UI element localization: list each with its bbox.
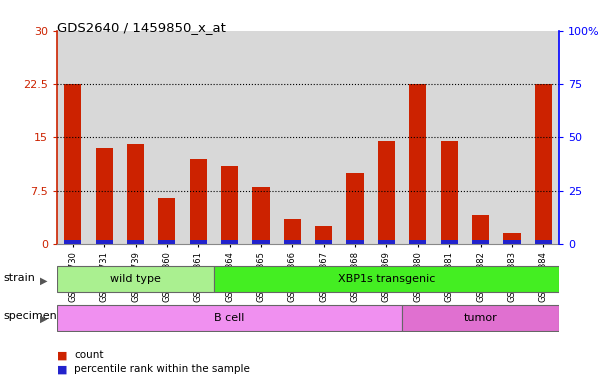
Text: XBP1s transgenic: XBP1s transgenic: [338, 274, 435, 285]
Bar: [472, 215, 489, 244]
Bar: [441, 240, 458, 244]
Bar: [535, 240, 552, 244]
Bar: [433, 31, 465, 244]
Text: count: count: [74, 350, 103, 360]
Bar: [221, 240, 238, 244]
Bar: [402, 31, 433, 244]
Text: B cell: B cell: [215, 313, 245, 323]
Text: ▶: ▶: [40, 276, 47, 286]
Bar: [57, 305, 402, 331]
Bar: [127, 240, 144, 244]
Bar: [88, 31, 120, 244]
Bar: [308, 31, 340, 244]
Bar: [402, 305, 559, 331]
Text: wild type: wild type: [110, 274, 161, 285]
Bar: [371, 31, 402, 244]
Bar: [189, 159, 207, 244]
Bar: [183, 31, 214, 244]
Bar: [284, 240, 301, 244]
Text: percentile rank within the sample: percentile rank within the sample: [74, 364, 250, 374]
Bar: [221, 166, 238, 244]
Bar: [64, 84, 81, 244]
Bar: [96, 240, 113, 244]
Bar: [57, 31, 88, 244]
Bar: [315, 226, 332, 244]
Bar: [409, 84, 427, 244]
Bar: [378, 141, 395, 244]
Bar: [214, 266, 559, 292]
Text: strain: strain: [3, 273, 35, 283]
Bar: [503, 233, 520, 244]
Bar: [214, 31, 245, 244]
Bar: [189, 240, 207, 244]
Bar: [346, 173, 364, 244]
Bar: [472, 240, 489, 244]
Text: ■: ■: [57, 364, 67, 374]
Text: tumor: tumor: [463, 313, 498, 323]
Bar: [503, 240, 520, 244]
Bar: [315, 240, 332, 244]
Bar: [158, 198, 175, 244]
Bar: [496, 31, 528, 244]
Text: GDS2640 / 1459850_x_at: GDS2640 / 1459850_x_at: [57, 21, 226, 34]
Text: ▶: ▶: [40, 314, 47, 324]
Bar: [346, 240, 364, 244]
Bar: [120, 31, 151, 244]
Bar: [245, 31, 276, 244]
Bar: [96, 148, 113, 244]
Text: ■: ■: [57, 350, 67, 360]
Bar: [151, 31, 183, 244]
Bar: [64, 240, 81, 244]
Bar: [158, 240, 175, 244]
Bar: [127, 144, 144, 244]
Bar: [535, 84, 552, 244]
Bar: [528, 31, 559, 244]
Bar: [378, 240, 395, 244]
Bar: [284, 219, 301, 244]
Bar: [252, 187, 270, 244]
Bar: [441, 141, 458, 244]
Bar: [252, 240, 270, 244]
Bar: [409, 240, 427, 244]
Bar: [340, 31, 371, 244]
Text: specimen: specimen: [3, 311, 56, 321]
Bar: [465, 31, 496, 244]
Bar: [57, 266, 214, 292]
Bar: [276, 31, 308, 244]
